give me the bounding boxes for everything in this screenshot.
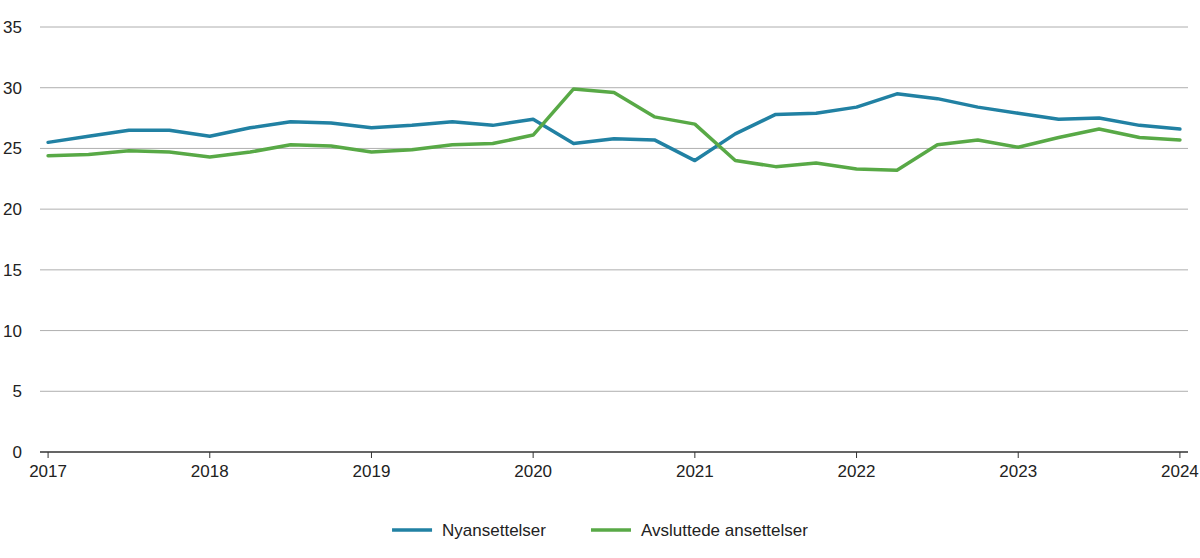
grid-line (40, 451, 1188, 452)
x-tick-label: 2024 (1161, 462, 1199, 481)
y-tick-label: 20 (3, 200, 22, 219)
y-tick-label: 5 (13, 382, 22, 401)
chart: 0 5 10 15 20 25 30 35 2017 2018 2019 2020 2021 2022 20… (0, 0, 1200, 558)
grid-line (40, 209, 1188, 210)
legend-label: Nyansettelser (442, 521, 546, 540)
y-tick-label: 0 (13, 443, 22, 462)
x-tick-label: 2018 (191, 462, 229, 481)
grid-line (40, 391, 1188, 392)
x-tick-label: 2020 (514, 462, 552, 481)
plot-area (48, 89, 1180, 170)
legend-label: Avsluttede ansettelser (641, 521, 808, 540)
y-tick-label: 15 (3, 261, 22, 280)
x-tick (209, 452, 210, 458)
x-tick (1018, 452, 1019, 458)
x-tick (371, 452, 372, 458)
legend-swatch (392, 528, 432, 532)
x-tick-label: 2017 (29, 462, 67, 481)
grid-line (40, 269, 1188, 270)
x-tick (694, 452, 695, 458)
y-tick-label: 35 (3, 18, 22, 37)
x-tick (856, 452, 857, 458)
grid-line (40, 87, 1188, 88)
series-line (48, 94, 1180, 161)
series-line (48, 89, 1180, 170)
y-tick-label: 25 (3, 139, 22, 158)
x-tick-label: 2023 (999, 462, 1037, 481)
grid-line (40, 27, 1188, 28)
y-tick-label: 30 (3, 79, 22, 98)
x-tick-label: 2022 (838, 462, 876, 481)
x-tick (48, 452, 49, 458)
legend-swatch (591, 528, 631, 532)
x-tick-label: 2021 (676, 462, 714, 481)
x-tick-label: 2019 (353, 462, 391, 481)
y-tick-label: 10 (3, 322, 22, 341)
x-axis-line (40, 451, 1188, 452)
x-tick (1179, 452, 1180, 458)
chart-container: 0 5 10 15 20 25 30 35 2017 2018 2019 2020 2021 2022 20… (0, 0, 1200, 558)
grid-line (40, 330, 1188, 331)
x-tick (533, 452, 534, 458)
legend: Nyansettelser Avsluttede ansettelser (392, 521, 808, 540)
